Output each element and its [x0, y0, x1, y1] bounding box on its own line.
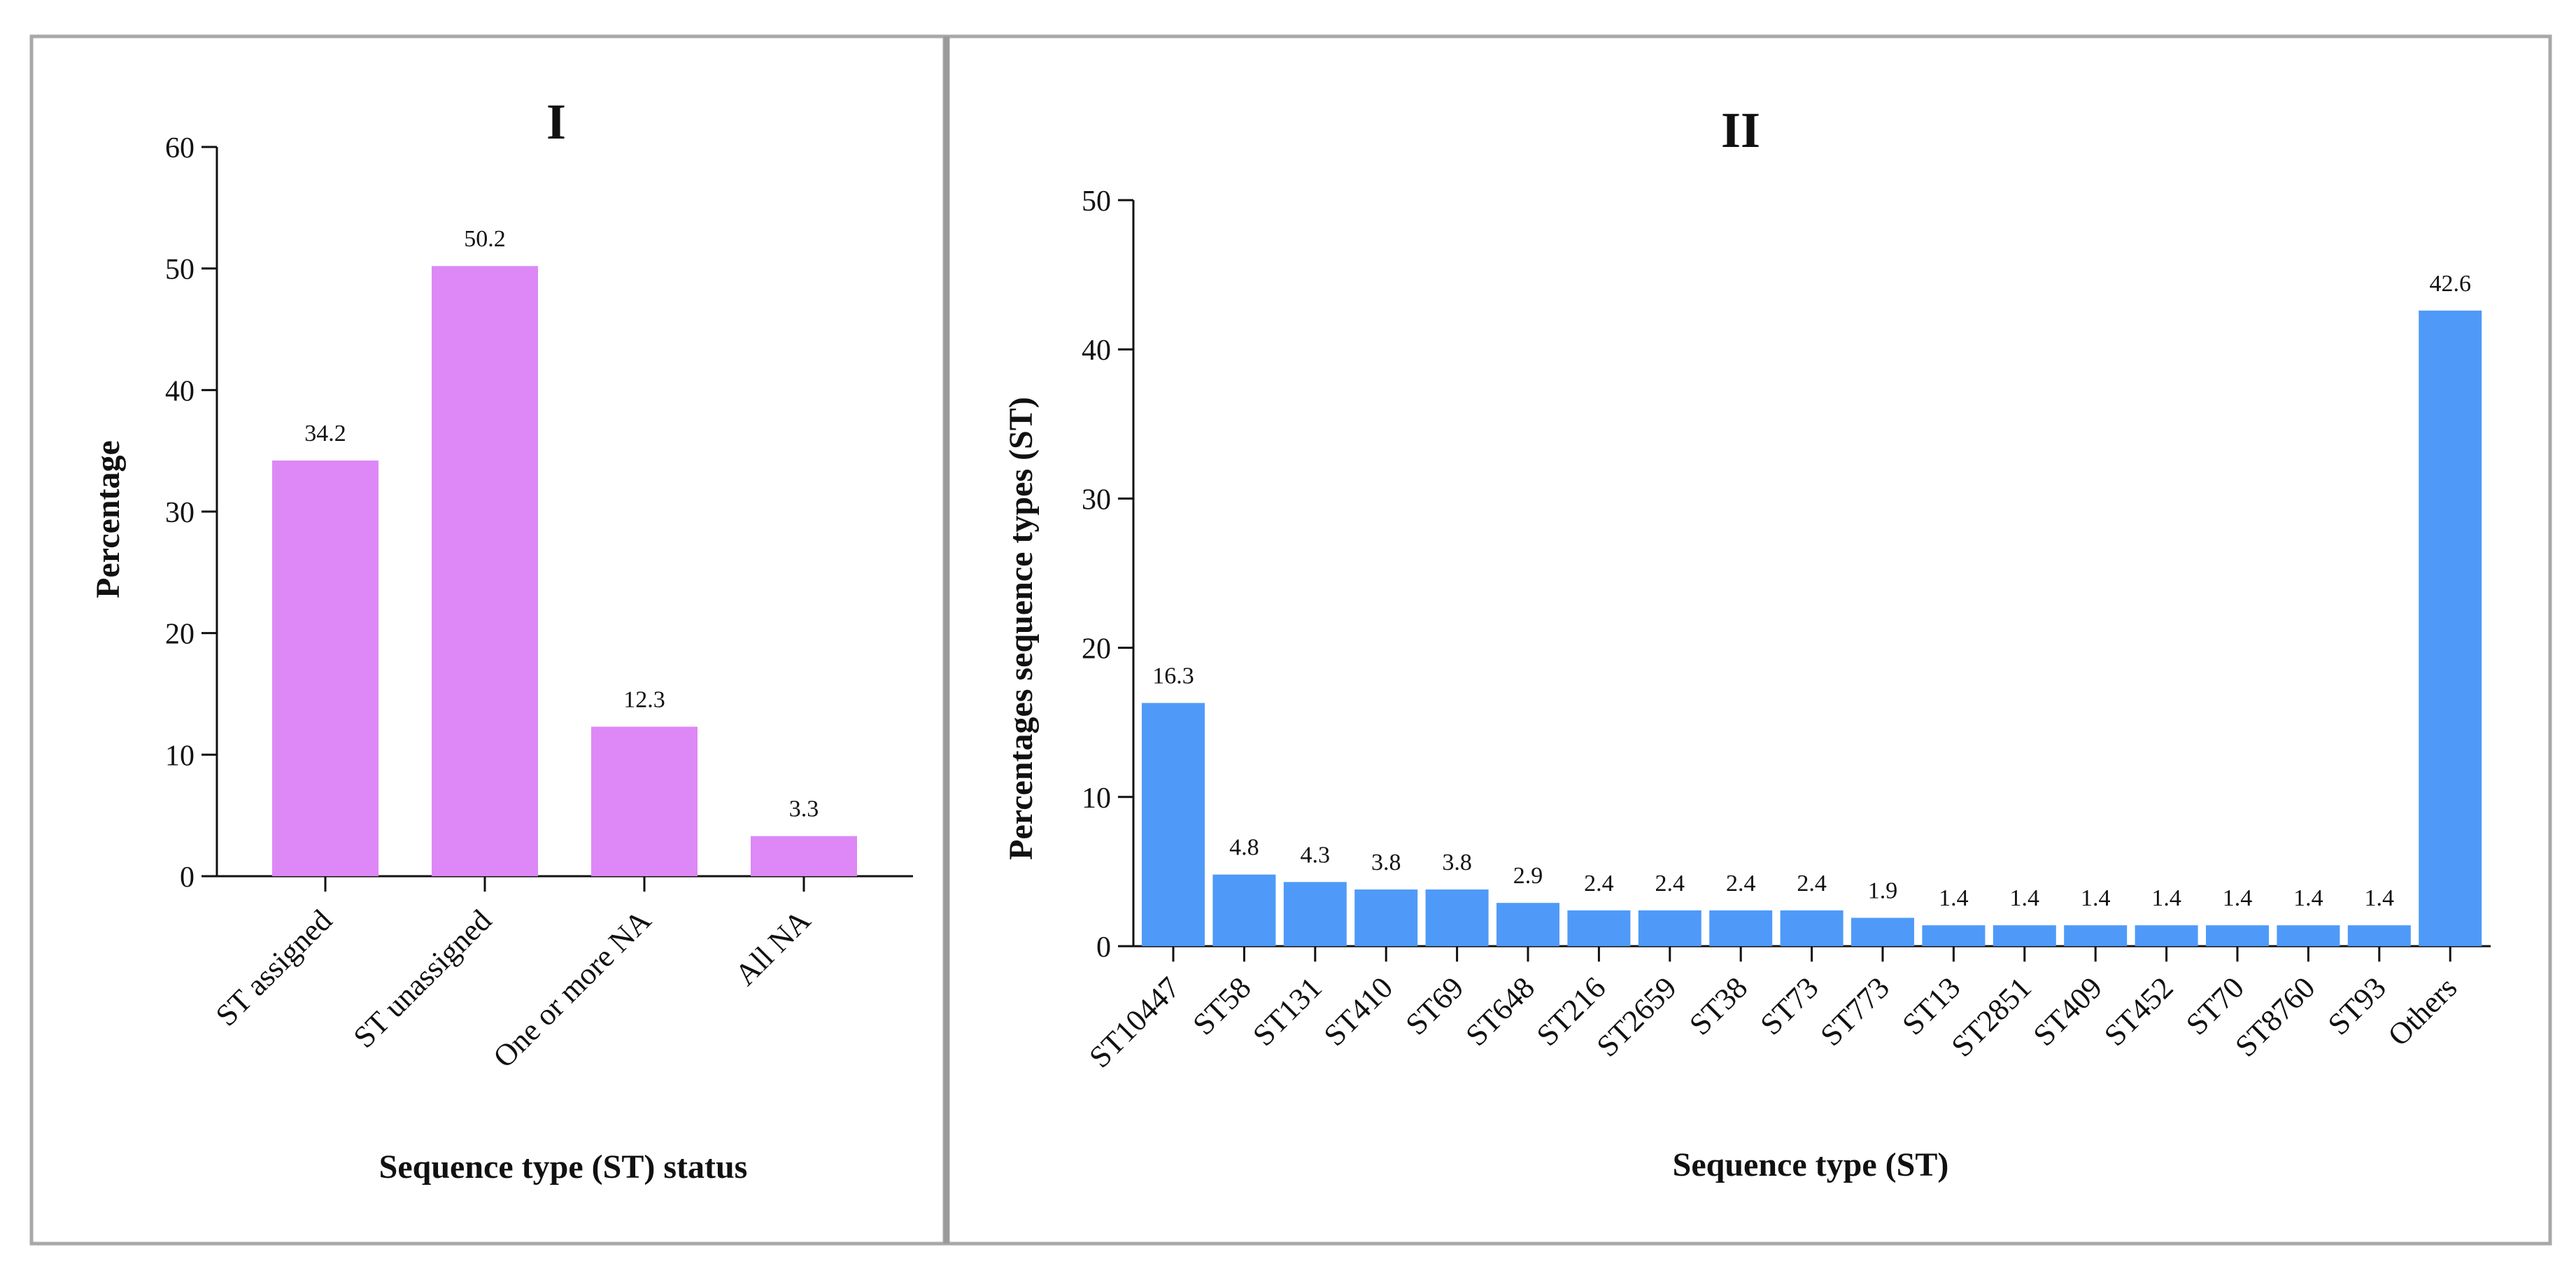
- panel-1-data-label: 12.3: [623, 687, 665, 712]
- panel-2-data-label: 3.8: [1442, 850, 1472, 875]
- panel-1-bar-one-or-more-na: [591, 726, 698, 876]
- panel-2-bar-st93: [2347, 925, 2411, 946]
- panel-2-data-label: 2.4: [1584, 871, 1614, 896]
- panel-2-y-tick-label: 30: [1082, 484, 1111, 516]
- panel-1-data-label: 34.2: [304, 421, 346, 446]
- panel-2-y-tick-label: 40: [1082, 335, 1111, 367]
- panel-2-bar-st58: [1212, 874, 1276, 946]
- panel-1-bar-st-unassigned: [432, 266, 538, 876]
- panel-2-bar-st2851: [1993, 925, 2056, 946]
- panel-1-x-axis-title: Sequence type (ST) status: [379, 1148, 748, 1186]
- panel-2-bar-st452: [2135, 925, 2198, 946]
- panel-1-data-label: 50.2: [464, 226, 506, 252]
- panel-2-y-axis-title: Percentages sequence types (ST): [1003, 397, 1040, 860]
- panel-2-y-tick-label: 10: [1082, 782, 1111, 815]
- panel-2-bar-st773: [1851, 917, 1914, 946]
- panel-2-data-label: 1.4: [2365, 885, 2395, 911]
- panel-2-data-label: 2.9: [1513, 863, 1543, 889]
- panel-2-x-axis-title: Sequence type (ST): [1673, 1146, 1949, 1183]
- panel-2-bar-st13: [1922, 925, 1986, 946]
- panel-2-title: II: [1721, 102, 1760, 158]
- panel-2-data-label: 1.9: [1868, 878, 1898, 903]
- panel-1-bar-st-assigned: [272, 460, 378, 876]
- panel-2-data-label: 2.4: [1797, 871, 1827, 896]
- panel-2-data-label: 1.4: [2151, 885, 2181, 911]
- panel-2-bar-st2659: [1638, 910, 1701, 946]
- panel-2-data-label: 1.4: [2010, 885, 2040, 911]
- panel-1-y-tick-label: 40: [165, 375, 194, 407]
- panel-2-bar-st409: [2064, 925, 2128, 946]
- panel-2-data-label: 1.4: [2293, 885, 2323, 911]
- panel-1-y-tick-label: 20: [165, 619, 194, 651]
- panel-2-data-label: 4.3: [1301, 842, 1331, 868]
- panel-2-bar-st70: [2206, 925, 2269, 946]
- panel-2-bar-st131: [1283, 882, 1347, 946]
- panel-2-bar-st216: [1567, 910, 1631, 946]
- panel-2-data-label: 2.4: [1655, 871, 1685, 896]
- panel-1-data-label: 3.3: [789, 796, 819, 822]
- panel-1-y-tick-label: 10: [165, 740, 194, 772]
- panel-1-bar-all-na: [751, 836, 857, 876]
- panel-2-y-tick-label: 50: [1082, 185, 1111, 218]
- panel-2-data-label: 1.4: [2223, 885, 2253, 911]
- panel-1-y-tick-label: 30: [165, 497, 194, 529]
- panel-2-data-label: 1.4: [1939, 885, 1969, 911]
- panel-2-bar-st73: [1780, 910, 1843, 946]
- panel-1-title: I: [546, 94, 566, 150]
- panel-2-bar-st410: [1354, 889, 1418, 946]
- panel-2-data-label: 1.4: [2081, 885, 2111, 911]
- panel-2-bar-st69: [1425, 889, 1489, 946]
- panel-2-bar-st648: [1496, 903, 1559, 946]
- panel-2-data-label: 2.4: [1726, 871, 1756, 896]
- panel-2-bar-st8760: [2277, 925, 2340, 946]
- panel-1-y-tick-label: 50: [165, 254, 194, 286]
- panel-2-y-tick-label: 20: [1082, 633, 1111, 666]
- panel-1-y-tick-label: 0: [180, 861, 194, 894]
- panel-2-y-tick-label: 0: [1096, 931, 1111, 964]
- panel-2-bar-st38: [1709, 910, 1773, 946]
- panel-1-y-axis-title: Percentage: [90, 440, 127, 598]
- panel-2-data-label: 4.8: [1229, 835, 1259, 861]
- panel-2-bar-st10447: [1142, 703, 1205, 946]
- panel-2-data-label: 42.6: [2429, 271, 2471, 297]
- panel-2-bar-others: [2419, 310, 2482, 946]
- panel-1-y-tick-label: 60: [165, 132, 194, 164]
- panel-2-data-label: 3.8: [1371, 850, 1401, 875]
- panel-2-data-label: 16.3: [1152, 663, 1194, 689]
